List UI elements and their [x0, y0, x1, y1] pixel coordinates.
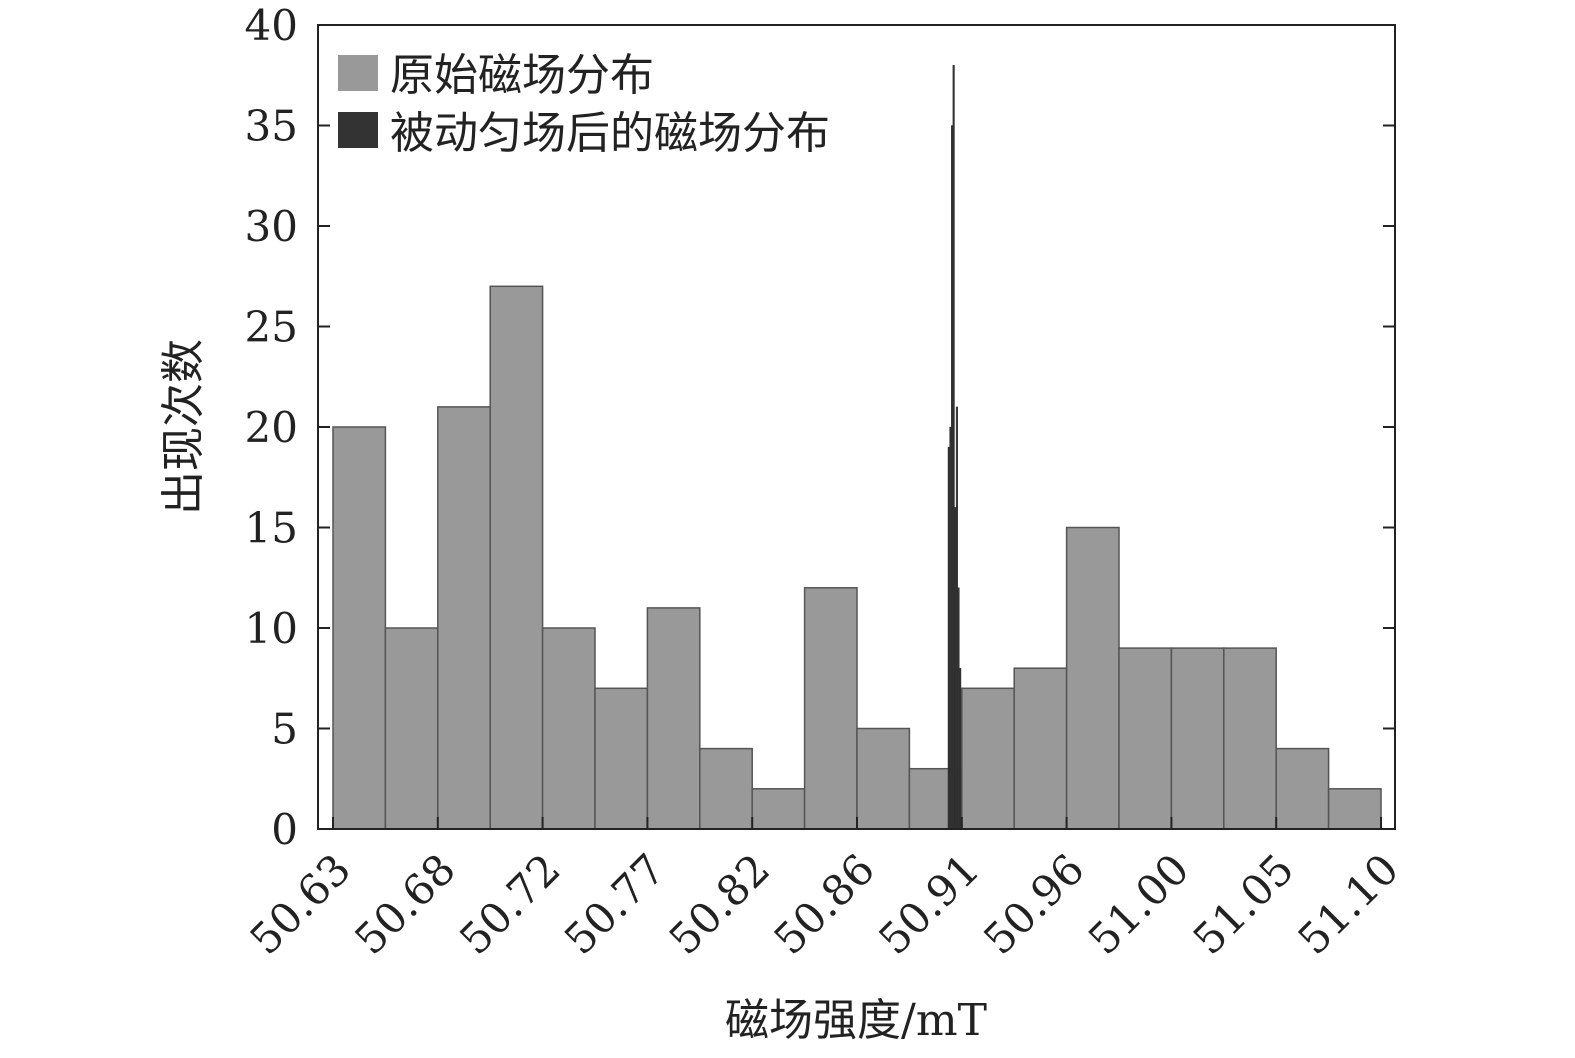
histogram-bar	[646, 607, 701, 830]
histogram-bar	[332, 426, 387, 830]
x-tick-label: 51.10	[1288, 844, 1408, 964]
legend-swatch-shimmed	[338, 112, 378, 148]
x-tick-label: 50.86	[764, 844, 884, 964]
x-tick-label: 50.63	[240, 844, 360, 964]
x-tick-label: 50.77	[555, 844, 675, 964]
x-axis-label: 磁场强度/mT	[725, 995, 987, 1046]
x-tick-label: 50.72	[450, 844, 570, 964]
legend-swatch-original	[338, 55, 378, 91]
histogram-bar	[751, 788, 806, 830]
y-axis-ticks: 0 5 10 15 20 25 30 35 40	[245, 1, 1395, 854]
histogram-bar	[856, 727, 911, 830]
x-tick-label: 50.68	[345, 844, 465, 964]
histogram-bar	[1223, 647, 1277, 830]
histogram-bar	[959, 668, 962, 830]
y-tick-label: 35	[245, 102, 298, 151]
legend-label-original: 原始磁场分布	[390, 50, 654, 101]
legend: 原始磁场分布 被动匀场后的磁场分布	[338, 50, 830, 159]
histogram-bar	[1170, 647, 1225, 830]
y-tick-label: 5	[271, 705, 298, 754]
histogram-bar	[947, 446, 950, 830]
y-tick-label: 10	[245, 604, 298, 653]
histogram-bar	[961, 687, 1015, 830]
y-tick-label: 25	[245, 303, 298, 352]
histogram-bar	[541, 627, 596, 830]
histogram-bar	[1327, 788, 1382, 830]
y-tick-label: 15	[245, 504, 298, 553]
y-tick-label: 0	[271, 805, 298, 854]
x-tick-label: 50.82	[660, 844, 780, 964]
histogram-bar	[951, 125, 954, 830]
histogram-bar	[1275, 747, 1330, 830]
histogram-bar	[489, 285, 544, 830]
histogram-bar	[437, 406, 491, 830]
histogram-bar	[949, 426, 952, 830]
legend-label-shimmed: 被动匀场后的磁场分布	[390, 108, 830, 159]
x-tick-label: 51.05	[1184, 844, 1304, 964]
y-tick-label: 40	[245, 1, 298, 50]
histogram-bar	[1118, 647, 1173, 830]
shimmed-distribution-bars	[947, 64, 962, 830]
original-distribution-bars	[332, 285, 1382, 830]
histogram-bar	[952, 64, 955, 830]
x-tick-label: 50.96	[974, 844, 1094, 964]
histogram-bar	[1065, 526, 1120, 830]
histogram-bar	[699, 747, 753, 830]
x-axis-ticks: 50.6350.6850.7250.7750.8250.8650.9150.96…	[240, 817, 1408, 964]
histogram-bar	[955, 406, 958, 830]
histogram-bar	[957, 587, 960, 830]
histogram-bar	[594, 687, 649, 830]
histogram-bar	[954, 507, 957, 830]
histogram-bar	[384, 627, 439, 830]
y-tick-label: 30	[245, 202, 298, 251]
histogram-bar	[803, 587, 858, 830]
x-tick-label: 51.00	[1079, 844, 1199, 964]
y-tick-label: 20	[245, 403, 298, 452]
x-tick-label: 50.91	[869, 844, 989, 964]
histogram-bar	[1013, 667, 1068, 830]
y-axis-label: 出现次数	[158, 339, 209, 515]
